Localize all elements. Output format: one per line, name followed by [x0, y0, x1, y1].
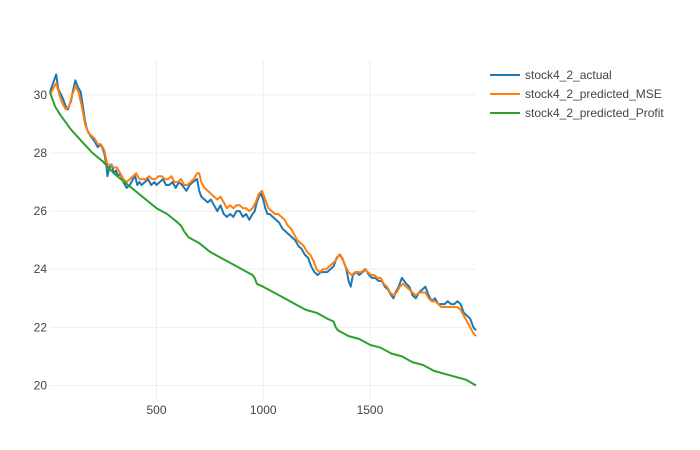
- y-tick-label: 28: [34, 146, 48, 160]
- x-tick-label: 1500: [357, 403, 384, 417]
- y-tick-label: 22: [34, 320, 48, 334]
- legend-label: stock4_2_actual: [525, 68, 612, 82]
- legend[interactable]: stock4_2_actual stock4_2_predicted_MSEsto…: [490, 68, 664, 120]
- series-lines: [49, 73, 477, 387]
- y-tick-label: 20: [34, 378, 48, 392]
- legend-item-stock4-2-predicted-Profit[interactable]: stock4_2_predicted_Profit: [490, 106, 664, 120]
- x-axis-tick-labels: 500 1000 1500: [146, 403, 383, 417]
- series-line-stock4-2-predicted-MSE: [49, 82, 477, 337]
- gridlines: [50, 60, 476, 400]
- legend-item-stock4-2-predicted-MSE[interactable]: stock4_2_predicted_MSE: [490, 87, 662, 101]
- y-axis-tick-labels: 20 22 24 26 28 30: [34, 88, 48, 393]
- y-tick-label: 26: [34, 204, 48, 218]
- x-tick-label: 1000: [250, 403, 277, 417]
- legend-label: stock4_2_predicted_MSE: [525, 87, 662, 101]
- series-line-stock4-2-actual: [49, 73, 477, 331]
- y-tick-label: 24: [34, 262, 48, 276]
- x-tick-label: 500: [146, 403, 166, 417]
- y-tick-label: 30: [34, 88, 48, 102]
- legend-item-stock4-2-actual[interactable]: stock4_2_actual: [490, 68, 612, 82]
- legend-label: stock4_2_predicted_Profit: [525, 106, 664, 120]
- series-line-stock4-2-predicted-Profit: [49, 91, 477, 387]
